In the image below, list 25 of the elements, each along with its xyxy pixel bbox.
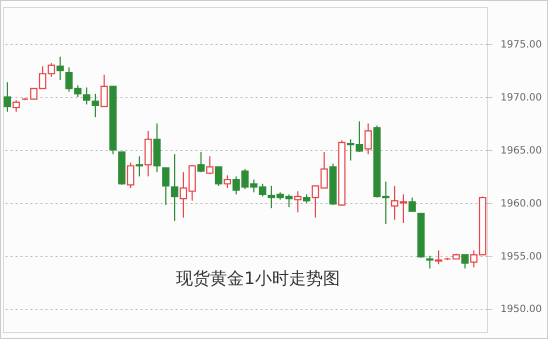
- candlestick: [126, 162, 134, 189]
- candlestick: [4, 82, 12, 112]
- candlestick: [214, 166, 222, 187]
- y-tick-label: 1970.00: [500, 92, 542, 104]
- candlestick: [364, 122, 372, 155]
- y-tick-label: 1960.00: [500, 198, 542, 210]
- candlestick: [461, 254, 469, 270]
- text: 现货黄金1小时走势图: [176, 269, 340, 289]
- y-tick-label: 1955.00: [500, 251, 542, 262]
- candlestick: [408, 196, 416, 212]
- y-tick-label: 1950.00: [500, 304, 542, 316]
- candlestick: [12, 100, 20, 112]
- candlestick: [56, 56, 64, 81]
- candlestick: [206, 156, 214, 175]
- y-tick-label: 1965.00: [500, 145, 542, 156]
- candlestick: [294, 190, 302, 213]
- candlestick: [434, 250, 442, 265]
- candlestick: [162, 167, 170, 206]
- candlestick: [136, 156, 144, 177]
- candlestick: [224, 174, 232, 189]
- y-tick-label: 1975.00: [500, 40, 542, 51]
- candlestick: [426, 255, 434, 270]
- candlestick: [197, 151, 205, 173]
- candlestick: [100, 74, 108, 108]
- candlestick: [170, 154, 178, 222]
